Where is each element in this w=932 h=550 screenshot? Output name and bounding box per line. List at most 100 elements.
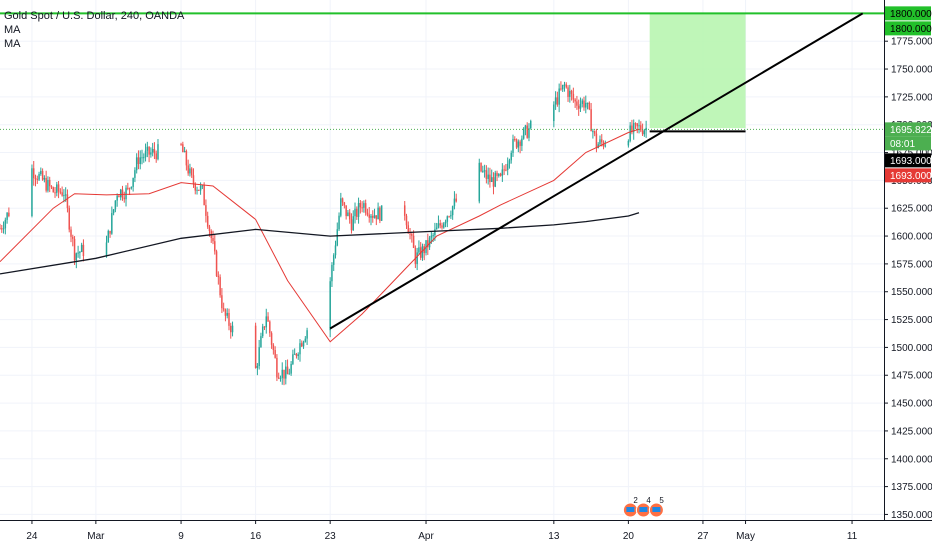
candle-body	[631, 125, 633, 133]
price-tick-label: 1750.000	[891, 65, 932, 76]
candle-body	[63, 195, 65, 197]
candle-body	[277, 377, 280, 379]
chart-grid	[0, 0, 884, 520]
price-tick-label: 1475.000	[891, 371, 932, 382]
candle-body	[508, 160, 511, 164]
candle-body	[370, 215, 372, 218]
last-price-tag: 1695.822	[885, 122, 932, 137]
target-tag-2: 1800.000	[885, 21, 932, 36]
candle-body	[577, 105, 580, 109]
candle-body	[487, 174, 489, 179]
candle-body	[641, 130, 644, 135]
price-tick-label: 1725.000	[891, 92, 932, 103]
candle-body	[155, 153, 157, 160]
candle-body	[48, 179, 51, 187]
candle-body	[183, 150, 186, 153]
candle-body	[57, 184, 60, 192]
candle-body	[526, 125, 528, 138]
candle-body	[79, 251, 81, 253]
candle-body	[604, 145, 607, 147]
candle-body	[492, 177, 495, 187]
candle-body	[119, 189, 122, 198]
candle-body	[146, 146, 149, 151]
price-tick-label: 1775.000	[891, 37, 932, 48]
candle-body	[494, 172, 497, 187]
candle-body	[116, 195, 118, 201]
candle-body	[265, 316, 268, 328]
candle-body	[31, 168, 33, 217]
candle-body	[432, 235, 434, 237]
candle-body	[480, 162, 482, 172]
time-axis-bg	[0, 520, 932, 550]
candle-body	[118, 195, 120, 198]
candle-body	[205, 205, 207, 216]
candle-body	[601, 139, 603, 143]
candle-body	[52, 187, 55, 193]
candle-body	[263, 326, 266, 328]
candle-body	[340, 198, 342, 216]
candle-body	[228, 312, 230, 326]
indicator-ma-2[interactable]: MA	[4, 38, 21, 50]
candle-body	[421, 246, 424, 258]
candle-body	[586, 102, 589, 104]
price-tick-label: 1575.000	[891, 259, 932, 270]
indicator-ma-1[interactable]: MA	[4, 24, 21, 36]
candle-body	[636, 123, 639, 127]
candle-body	[107, 230, 110, 243]
candle-body	[448, 216, 450, 218]
candle-body	[130, 186, 133, 189]
candle-body	[148, 146, 150, 155]
candle-body	[187, 165, 189, 174]
candle-body	[379, 207, 381, 221]
candle-body	[517, 141, 520, 148]
candle-body	[64, 194, 67, 196]
price-tick-label: 1550.000	[891, 287, 932, 298]
candle-body	[348, 212, 351, 220]
price-tick-label: 1500.000	[891, 343, 932, 354]
candle-body	[588, 102, 591, 110]
price-tick-label: 1350.000	[891, 510, 932, 521]
moving-average-layer	[0, 128, 640, 343]
candle-body	[558, 88, 560, 105]
candle-body	[574, 99, 576, 102]
price-axis-bg	[884, 0, 932, 550]
candle-body	[1, 228, 3, 230]
ma-value-tag-2-label: 1693.000	[890, 171, 932, 182]
candle-body	[272, 344, 275, 351]
candle-body	[556, 97, 559, 105]
candle-body	[569, 90, 571, 97]
candle-body	[139, 157, 141, 165]
candle-body	[128, 188, 131, 190]
candle-body	[285, 366, 287, 379]
candle-body	[338, 215, 340, 230]
time-tick-label: May	[736, 531, 755, 542]
candle-body	[77, 252, 79, 254]
candle-body	[427, 240, 429, 248]
candle-body	[219, 277, 221, 296]
candle-body	[482, 170, 484, 172]
time-tick-label: 13	[548, 531, 560, 542]
candle-body	[270, 333, 273, 345]
price-tick-label: 1525.000	[891, 315, 932, 326]
candle-body	[554, 97, 557, 105]
last-price-tag-bg	[885, 122, 931, 137]
candle-body	[418, 247, 420, 253]
candle-body	[510, 152, 512, 161]
candle-body	[483, 170, 486, 172]
candle-body	[43, 177, 46, 180]
candle-body	[380, 205, 383, 221]
candle-body	[485, 170, 488, 179]
candle-body	[61, 192, 63, 196]
candle-body	[121, 189, 124, 198]
candle-body	[215, 251, 218, 276]
candle-body	[512, 138, 514, 153]
price-tick-label: 1625.000	[891, 204, 932, 215]
candle-body	[499, 173, 502, 176]
candle-body	[72, 236, 74, 239]
candle-body	[189, 168, 191, 174]
candle-body	[75, 253, 78, 261]
candle-body	[231, 325, 234, 333]
chart-legend: Gold Spot / U.S. Dollar, 240, OANDA MA M…	[4, 9, 184, 51]
